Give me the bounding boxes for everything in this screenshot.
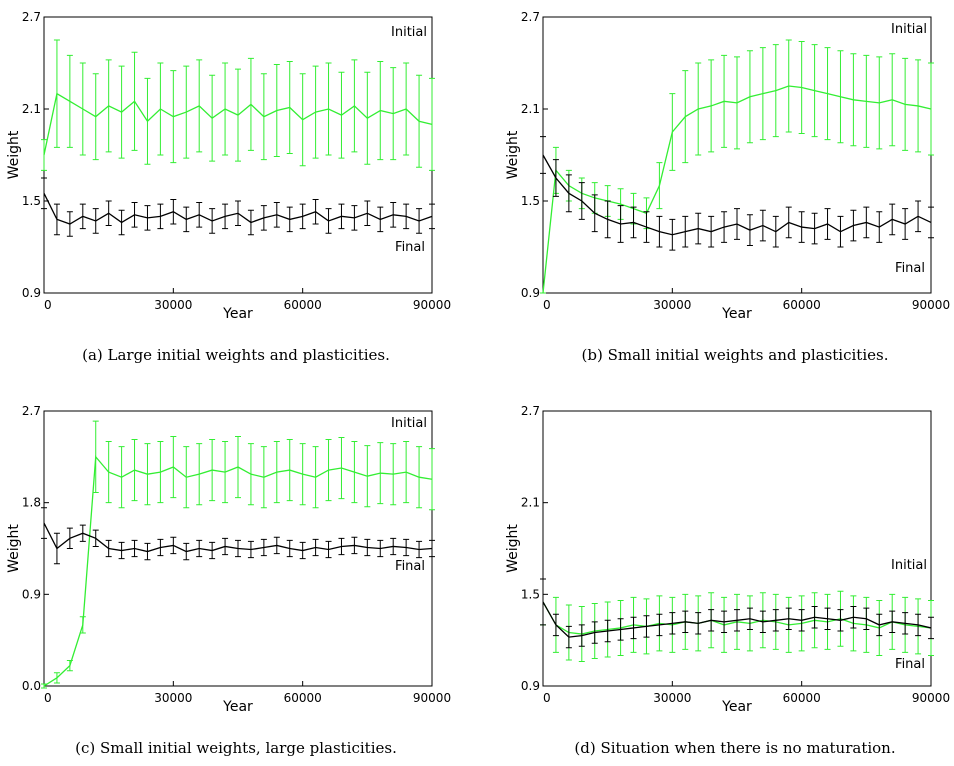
x-tick-label: 0 <box>44 298 52 312</box>
series-line <box>43 193 433 225</box>
series-line <box>43 92 433 156</box>
panel: 0.9 1.5 2.1 2.7 0 30000 60000 90000 Year Weight In… <box>505 404 950 757</box>
panel: 0.9 1.5 2.1 2.7 0 30000 60000 90000 Year Weight In… <box>505 10 950 364</box>
x-tick-label: 60000 <box>783 298 821 312</box>
x-tick-label: 30000 <box>653 691 691 705</box>
caption: (c) Small initial weights, large plastic… <box>75 739 397 757</box>
series-line <box>43 522 433 553</box>
x-axis-label: Year <box>721 699 752 715</box>
x-tick-label: 30000 <box>154 298 192 312</box>
x-tick-label: 0 <box>44 691 52 705</box>
series-line <box>542 154 932 236</box>
y-tick-label: 1.5 <box>22 194 41 208</box>
y-tick-label: 0.9 <box>22 286 41 300</box>
y-axis-label: Weight <box>505 524 521 573</box>
y-tick-label: 0.9 <box>22 587 41 601</box>
series-label: Final <box>395 240 425 255</box>
y-tick-label: 2.1 <box>521 102 540 116</box>
x-tick-label: 60000 <box>783 691 821 705</box>
x-tick-label: 60000 <box>284 691 322 705</box>
y-tick-label: 0.9 <box>521 679 540 693</box>
y-axis-label: Weight <box>6 130 22 179</box>
plot-frame <box>542 410 932 687</box>
panel: 0.0 0.9 1.8 2.7 0 30000 60000 90000 Year Weight In… <box>6 404 451 757</box>
y-tick-label: 1.8 <box>22 496 41 510</box>
caption: (a) Large initial weights and plasticiti… <box>82 346 390 364</box>
series-label: Final <box>895 657 925 672</box>
y-tick-label: 2.7 <box>521 404 540 418</box>
series-label: Final <box>895 261 925 276</box>
y-tick-label: 0.9 <box>521 286 540 300</box>
y-tick-label: 2.7 <box>521 10 540 24</box>
y-tick-label: 2.7 <box>22 10 41 24</box>
series-label: Initial <box>891 558 927 573</box>
series-line <box>43 455 433 687</box>
x-tick-label: 60000 <box>284 298 322 312</box>
x-tick-label: 90000 <box>912 691 950 705</box>
series-label: Initial <box>391 25 427 40</box>
panel: 0.9 1.5 2.1 2.7 0 30000 60000 90000 Year Weight In… <box>6 10 451 364</box>
y-tick-label: 2.7 <box>22 404 41 418</box>
x-tick-label: 90000 <box>912 298 950 312</box>
y-axis-label: Weight <box>6 524 22 573</box>
x-tick-label: 90000 <box>413 298 451 312</box>
error-bar <box>928 206 934 239</box>
x-axis-label: Year <box>222 306 253 322</box>
error-bar <box>928 616 934 640</box>
x-axis-label: Year <box>721 306 752 322</box>
series-label: Initial <box>891 22 927 37</box>
series-line <box>542 601 932 638</box>
x-tick-label: 0 <box>543 691 551 705</box>
y-tick-label: 1.5 <box>521 587 540 601</box>
x-axis-label: Year <box>222 699 253 715</box>
x-tick-label: 0 <box>543 298 551 312</box>
x-tick-label: 30000 <box>154 691 192 705</box>
y-tick-label: 2.1 <box>22 102 41 116</box>
series-label: Final <box>395 559 425 574</box>
x-tick-label: 30000 <box>653 298 691 312</box>
y-axis-label: Weight <box>505 130 521 179</box>
caption: (d) Situation when there is no maturatio… <box>574 739 895 757</box>
error-bar <box>41 507 47 539</box>
series-label: Initial <box>391 416 427 431</box>
y-tick-label: 0.0 <box>22 679 41 693</box>
caption: (b) Small initial weights and plasticiti… <box>582 346 889 364</box>
x-tick-label: 90000 <box>413 691 451 705</box>
y-tick-label: 2.1 <box>521 496 540 510</box>
y-tick-label: 1.5 <box>521 194 540 208</box>
